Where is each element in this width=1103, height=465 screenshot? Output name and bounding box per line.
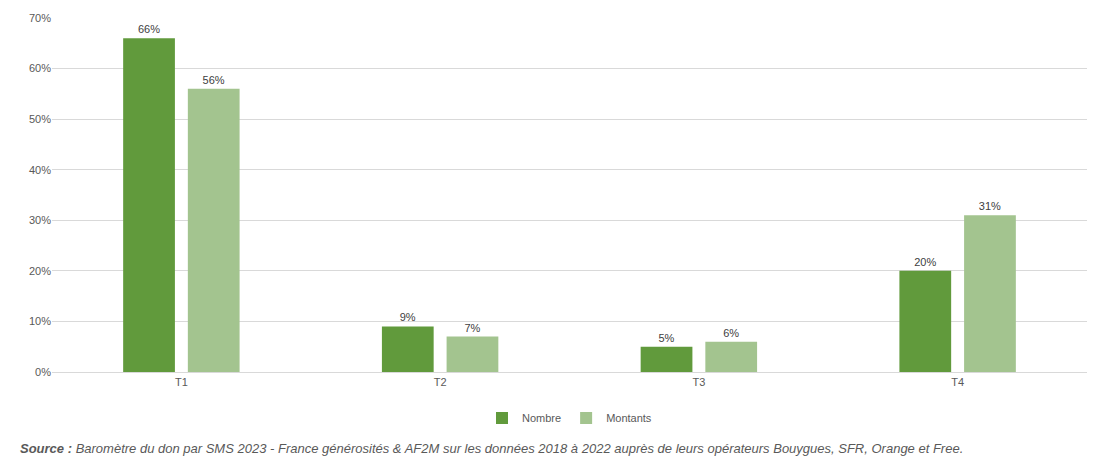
svg-text:Nombre: Nombre [522,412,561,424]
svg-text:10%: 10% [29,315,51,327]
svg-text:0%: 0% [35,366,51,378]
svg-text:Montants: Montants [606,412,652,424]
svg-text:5%: 5% [658,332,674,344]
svg-text:20%: 20% [29,265,51,277]
svg-text:T1: T1 [175,376,188,388]
svg-text:50%: 50% [29,113,51,125]
svg-text:56%: 56% [203,74,225,86]
svg-text:T4: T4 [951,376,964,388]
svg-text:Source : Baromètre du don par: Source : Baromètre du don par SMS 2023 -… [20,441,963,456]
svg-text:70%: 70% [29,12,51,24]
svg-text:9%: 9% [400,311,416,323]
svg-text:T2: T2 [434,376,447,388]
svg-text:66%: 66% [138,23,160,35]
svg-text:60%: 60% [29,62,51,74]
svg-text:6%: 6% [723,327,739,339]
svg-text:30%: 30% [29,214,51,226]
svg-text:20%: 20% [914,256,936,268]
svg-text:40%: 40% [29,164,51,176]
svg-text:7%: 7% [464,322,480,334]
svg-text:T3: T3 [692,376,705,388]
svg-text:31%: 31% [979,200,1001,212]
